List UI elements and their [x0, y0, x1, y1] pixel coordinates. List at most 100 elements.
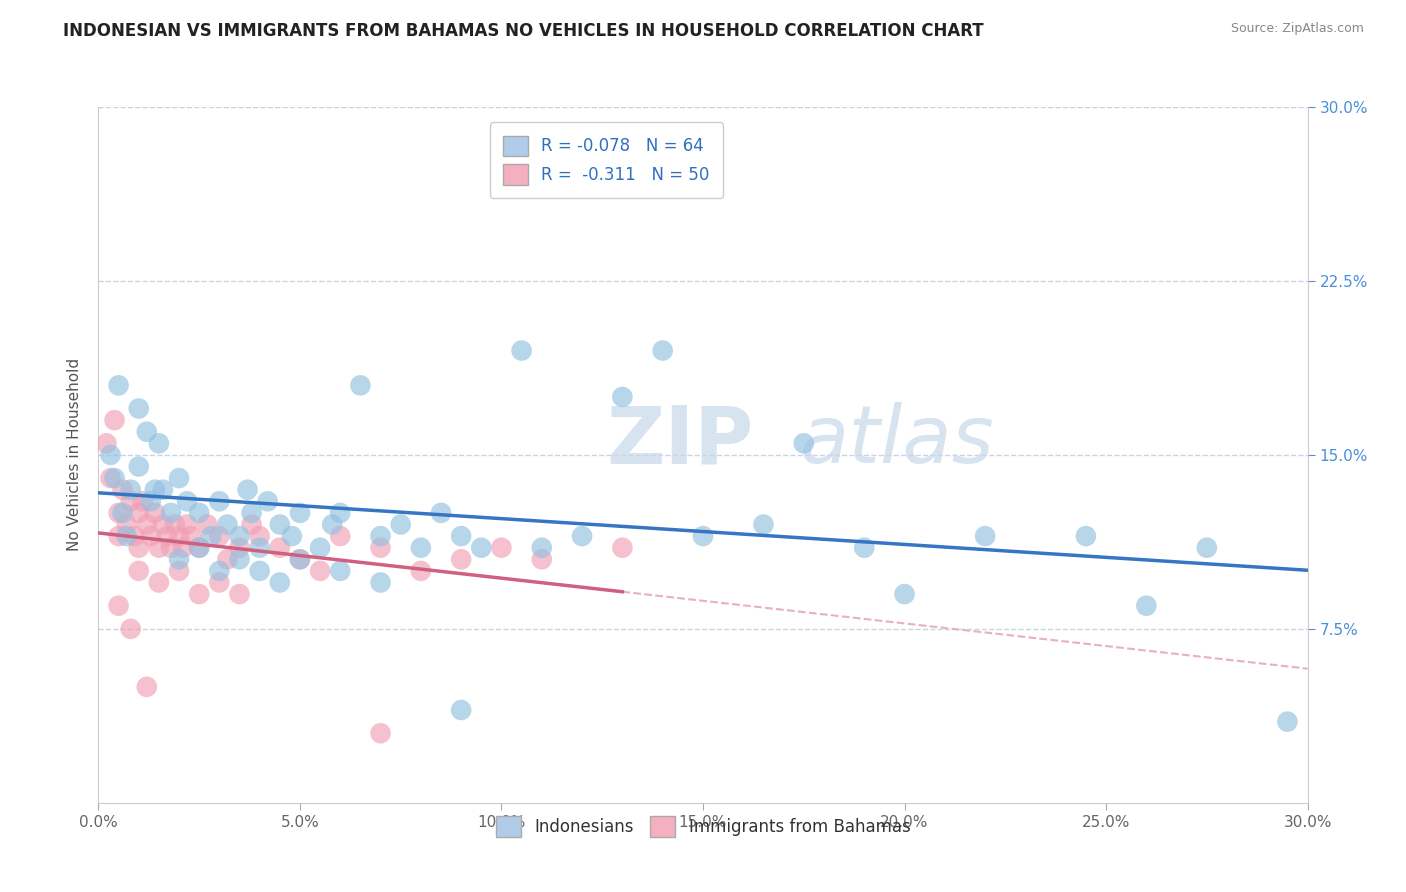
Point — [167, 552, 190, 566]
Point — [281, 529, 304, 543]
Point — [269, 517, 291, 532]
Point — [128, 541, 150, 555]
Point — [309, 541, 332, 555]
Point — [124, 529, 146, 543]
Point — [409, 541, 432, 555]
Point — [974, 529, 997, 543]
Point — [107, 529, 129, 543]
Point — [329, 529, 352, 543]
Point — [269, 575, 291, 590]
Point — [107, 378, 129, 392]
Point — [176, 517, 198, 532]
Point — [228, 587, 250, 601]
Point — [135, 680, 157, 694]
Point — [120, 622, 142, 636]
Point — [228, 552, 250, 566]
Point — [269, 541, 291, 555]
Point — [236, 483, 259, 497]
Point — [288, 552, 311, 566]
Point — [470, 541, 492, 555]
Point — [491, 541, 513, 555]
Point — [321, 517, 343, 532]
Point — [491, 169, 513, 184]
Point — [128, 401, 150, 416]
Point — [135, 425, 157, 439]
Point — [510, 343, 533, 358]
Point — [530, 552, 553, 566]
Point — [176, 494, 198, 508]
Point — [163, 517, 186, 532]
Point — [329, 564, 352, 578]
Point — [450, 703, 472, 717]
Point — [288, 552, 311, 566]
Legend: Indonesians, Immigrants from Bahamas: Indonesians, Immigrants from Bahamas — [489, 810, 917, 843]
Point — [120, 494, 142, 508]
Point — [430, 506, 453, 520]
Point — [188, 587, 211, 601]
Point — [370, 529, 392, 543]
Point — [217, 552, 239, 566]
Point — [612, 541, 634, 555]
Point — [249, 541, 271, 555]
Point — [370, 575, 392, 590]
Point — [160, 541, 183, 555]
Point — [853, 541, 876, 555]
Point — [100, 448, 122, 462]
Point — [651, 343, 673, 358]
Point — [752, 517, 775, 532]
Point — [389, 517, 412, 532]
Point — [148, 436, 170, 450]
Point — [409, 564, 432, 578]
Point — [1135, 599, 1157, 613]
Point — [249, 564, 271, 578]
Point — [692, 529, 714, 543]
Point — [160, 506, 183, 520]
Point — [148, 575, 170, 590]
Point — [240, 506, 263, 520]
Point — [115, 529, 138, 543]
Point — [167, 471, 190, 485]
Point — [100, 471, 122, 485]
Point — [172, 541, 194, 555]
Point — [195, 517, 218, 532]
Point — [217, 517, 239, 532]
Point — [893, 587, 915, 601]
Text: INDONESIAN VS IMMIGRANTS FROM BAHAMAS NO VEHICLES IN HOUSEHOLD CORRELATION CHART: INDONESIAN VS IMMIGRANTS FROM BAHAMAS NO… — [63, 22, 984, 40]
Point — [180, 529, 202, 543]
Point — [139, 494, 162, 508]
Point — [1277, 714, 1299, 729]
Point — [139, 529, 162, 543]
Point — [530, 541, 553, 555]
Text: ZIP: ZIP — [606, 402, 754, 480]
Point — [208, 494, 231, 508]
Text: atlas: atlas — [800, 402, 994, 480]
Point — [103, 413, 125, 427]
Point — [208, 529, 231, 543]
Point — [208, 564, 231, 578]
Point — [120, 483, 142, 497]
Point — [309, 564, 332, 578]
Point — [188, 541, 211, 555]
Point — [370, 541, 392, 555]
Point — [571, 529, 593, 543]
Point — [132, 494, 155, 508]
Point — [148, 541, 170, 555]
Point — [240, 517, 263, 532]
Point — [96, 436, 118, 450]
Point — [128, 506, 150, 520]
Point — [135, 517, 157, 532]
Point — [228, 541, 250, 555]
Point — [128, 459, 150, 474]
Point — [143, 506, 166, 520]
Point — [111, 483, 134, 497]
Point — [128, 564, 150, 578]
Point — [1195, 541, 1218, 555]
Point — [450, 529, 472, 543]
Point — [167, 529, 190, 543]
Point — [256, 494, 278, 508]
Point — [228, 529, 250, 543]
Point — [612, 390, 634, 404]
Point — [156, 529, 179, 543]
Point — [793, 436, 815, 450]
Point — [1074, 529, 1097, 543]
